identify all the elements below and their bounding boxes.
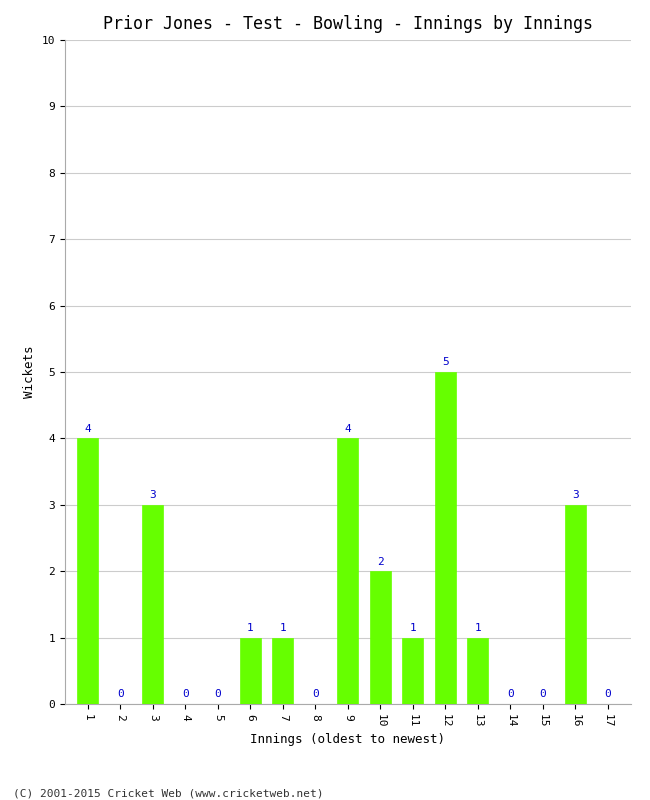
Text: 0: 0: [312, 690, 318, 699]
Bar: [240, 638, 261, 704]
Text: 1: 1: [247, 623, 254, 633]
X-axis label: Innings (oldest to newest): Innings (oldest to newest): [250, 733, 445, 746]
Text: 0: 0: [214, 690, 221, 699]
Bar: [402, 638, 423, 704]
Title: Prior Jones - Test - Bowling - Innings by Innings: Prior Jones - Test - Bowling - Innings b…: [103, 15, 593, 33]
Bar: [370, 571, 391, 704]
Text: 0: 0: [604, 690, 611, 699]
Text: 0: 0: [182, 690, 188, 699]
Text: 1: 1: [410, 623, 416, 633]
Bar: [435, 372, 456, 704]
Text: 0: 0: [540, 690, 546, 699]
Bar: [337, 438, 358, 704]
Text: 2: 2: [377, 557, 384, 566]
Text: (C) 2001-2015 Cricket Web (www.cricketweb.net): (C) 2001-2015 Cricket Web (www.cricketwe…: [13, 788, 324, 798]
Bar: [272, 638, 293, 704]
Text: 3: 3: [150, 490, 156, 500]
Y-axis label: Wickets: Wickets: [23, 346, 36, 398]
Bar: [142, 505, 163, 704]
Text: 1: 1: [280, 623, 286, 633]
Text: 5: 5: [442, 358, 448, 367]
Text: 0: 0: [117, 690, 124, 699]
Text: 1: 1: [474, 623, 481, 633]
Bar: [77, 438, 98, 704]
Text: 0: 0: [507, 690, 514, 699]
Bar: [565, 505, 586, 704]
Text: 3: 3: [572, 490, 578, 500]
Bar: [467, 638, 488, 704]
Text: 4: 4: [84, 424, 91, 434]
Text: 4: 4: [344, 424, 351, 434]
